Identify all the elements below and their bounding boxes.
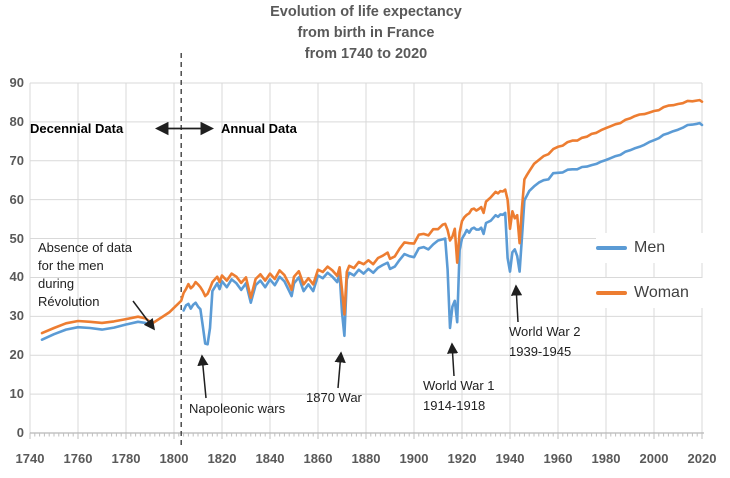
war-1870-label: 1870 War <box>306 390 362 405</box>
y-tick-label-70: 70 <box>9 152 24 168</box>
x-tick-label-1780: 1780 <box>111 451 141 466</box>
chart-title: Evolution of life expectancy from birth … <box>270 4 462 62</box>
y-tick-label-20: 20 <box>9 347 24 363</box>
x-tick-label-1820: 1820 <box>207 451 237 466</box>
legend-label-woman: Woman <box>634 284 689 301</box>
x-tick-label-1920: 1920 <box>447 451 477 466</box>
series-line-woman <box>40 98 704 335</box>
x-tick-label-1800: 1800 <box>159 451 189 466</box>
war-1870-arrow <box>334 351 346 389</box>
absence-arrow <box>132 300 156 331</box>
y-tick-label-0: 0 <box>16 425 24 440</box>
annotation-arrows <box>132 121 523 399</box>
napoleonic-arrow <box>197 354 209 399</box>
x-tick-label-1760: 1760 <box>63 451 93 466</box>
woman-line-swatch <box>596 291 627 295</box>
axis-ticks <box>29 433 703 439</box>
series-line-men <box>40 320 154 342</box>
x-tick-label-2020: 2020 <box>687 451 717 466</box>
data-series <box>40 98 704 346</box>
y-tick-label-30: 30 <box>9 308 24 324</box>
napoleonic-wars-label: Napoleonic wars <box>189 401 286 416</box>
x-tick-label-1900: 1900 <box>399 451 429 466</box>
y-tick-label-80: 80 <box>9 113 24 129</box>
legend-item-woman: Woman <box>596 278 708 308</box>
legend-label-men: Men <box>634 239 666 256</box>
x-tick-label-1840: 1840 <box>255 451 285 466</box>
decennial-data-label: Decennial Data <box>30 121 124 136</box>
absence-of-data-note: Absence of data for the men during Révol… <box>38 240 132 309</box>
y-tick-label-40: 40 <box>9 269 24 285</box>
x-tick-label-1940: 1940 <box>495 451 525 466</box>
x-tick-label-1980: 1980 <box>591 451 621 466</box>
y-tick-label-50: 50 <box>9 230 24 246</box>
x-tick-label-2000: 2000 <box>639 451 669 466</box>
world-war-2-label: World War 2 1939-1945 <box>509 324 581 359</box>
x-tick-label-1960: 1960 <box>543 451 573 466</box>
ww2-arrow <box>510 284 523 323</box>
men-line-swatch <box>596 246 627 250</box>
x-tick-label-1740: 1740 <box>15 451 45 466</box>
y-tick-label-90: 90 <box>9 74 24 90</box>
y-tick-label-60: 60 <box>9 191 24 207</box>
ww1-arrow <box>446 342 459 377</box>
series-line-men <box>182 121 704 346</box>
x-tick-label-1880: 1880 <box>351 451 381 466</box>
y-tick-label-10: 10 <box>9 386 24 402</box>
x-tick-label-1860: 1860 <box>303 451 333 466</box>
world-war-1-label: World War 1 1914-1918 <box>423 378 495 413</box>
legend-item-men: Men <box>596 233 708 263</box>
annual-data-label: Annual Data <box>221 121 297 136</box>
